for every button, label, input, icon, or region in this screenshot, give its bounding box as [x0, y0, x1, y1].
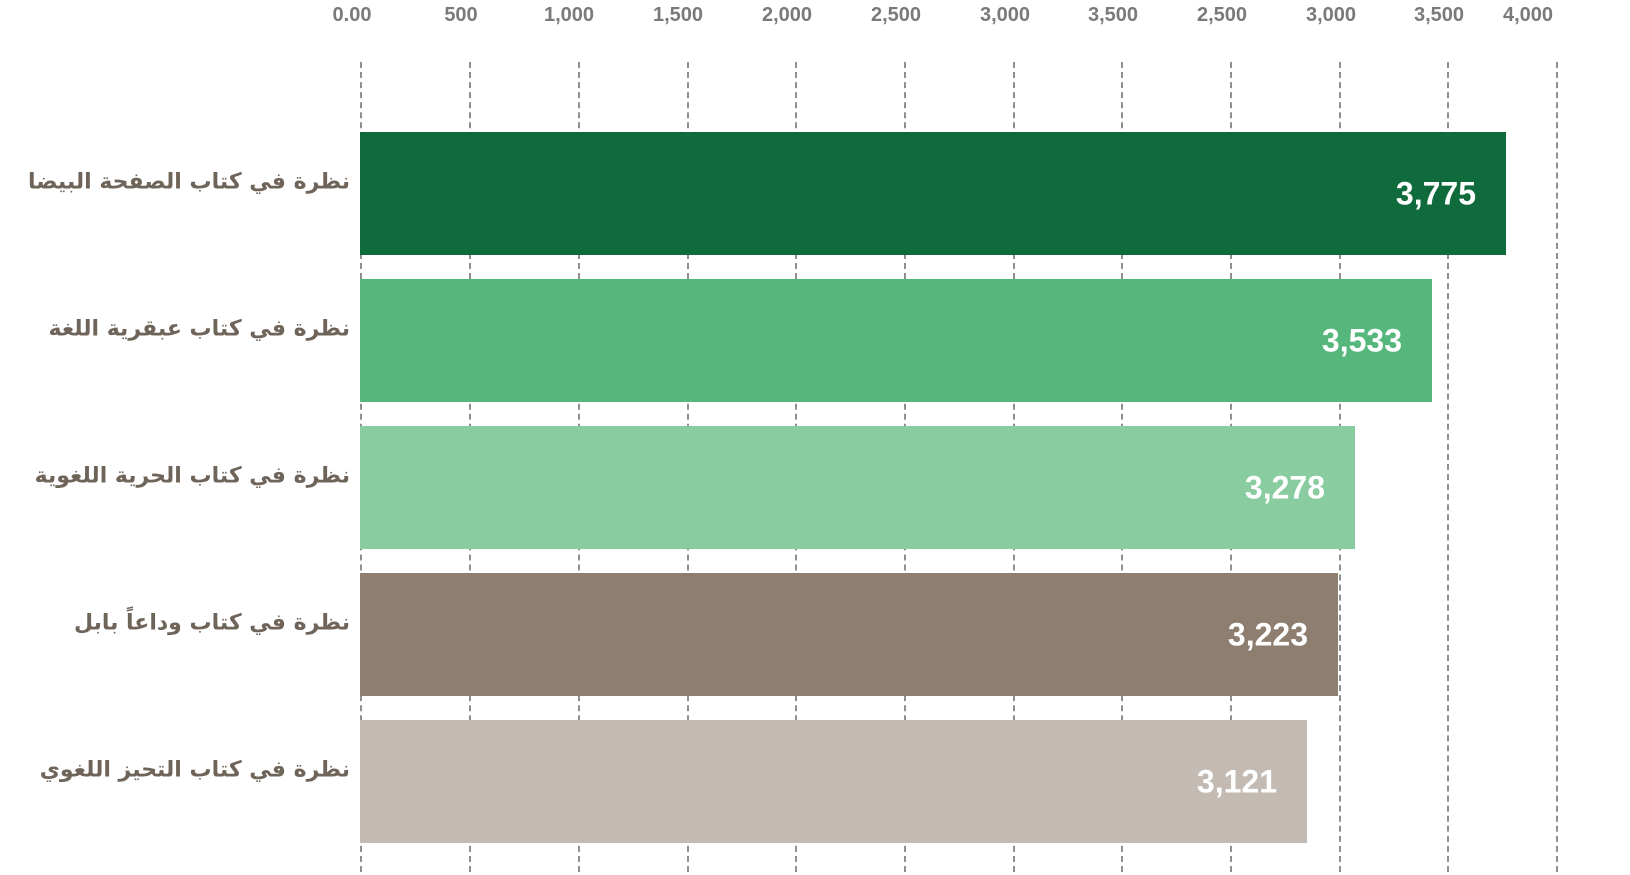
x-tick-label: 2,000	[761, 4, 813, 26]
bar-value-label: 3,775	[1395, 175, 1476, 211]
category-label: نظرة في كتاب الصفحة البيضا	[27, 169, 350, 194]
category-label: نظرة في كتاب عبقرية اللغة	[48, 316, 350, 341]
x-tick-label: 2,500	[1196, 4, 1248, 26]
x-tick-label: 3,500	[1413, 4, 1465, 26]
gridline	[1556, 62, 1558, 872]
x-tick-label: 2,500	[870, 4, 922, 26]
x-tick-label: 0.00	[332, 4, 372, 26]
bar-value-label: 3,223	[1227, 616, 1308, 652]
category-label: نظرة في كتاب وداعاً بابل	[73, 610, 350, 635]
category-label: نظرة في كتاب التحيز اللغوي	[39, 757, 350, 782]
bar	[360, 426, 1355, 549]
bar-value-label: 3,533	[1321, 322, 1402, 358]
x-tick-label: 3,500	[1087, 4, 1139, 26]
bar	[360, 279, 1432, 402]
x-tick-label: 1,500	[652, 4, 704, 26]
x-tick-label: 1,000	[543, 4, 595, 26]
x-tick-label: 4,000	[1502, 4, 1554, 26]
bar	[360, 132, 1506, 255]
category-label: نظرة في كتاب الحرية اللغوية	[34, 463, 350, 488]
bar-value-label: 3,121	[1196, 763, 1277, 799]
x-tick-label: 500	[444, 4, 478, 26]
x-tick-label: 3,000	[979, 4, 1031, 26]
bar	[360, 720, 1307, 843]
gridline	[1447, 62, 1449, 872]
bar	[360, 573, 1338, 696]
bar-value-label: 3,278	[1244, 469, 1325, 505]
x-tick-label: 3,000	[1305, 4, 1357, 26]
